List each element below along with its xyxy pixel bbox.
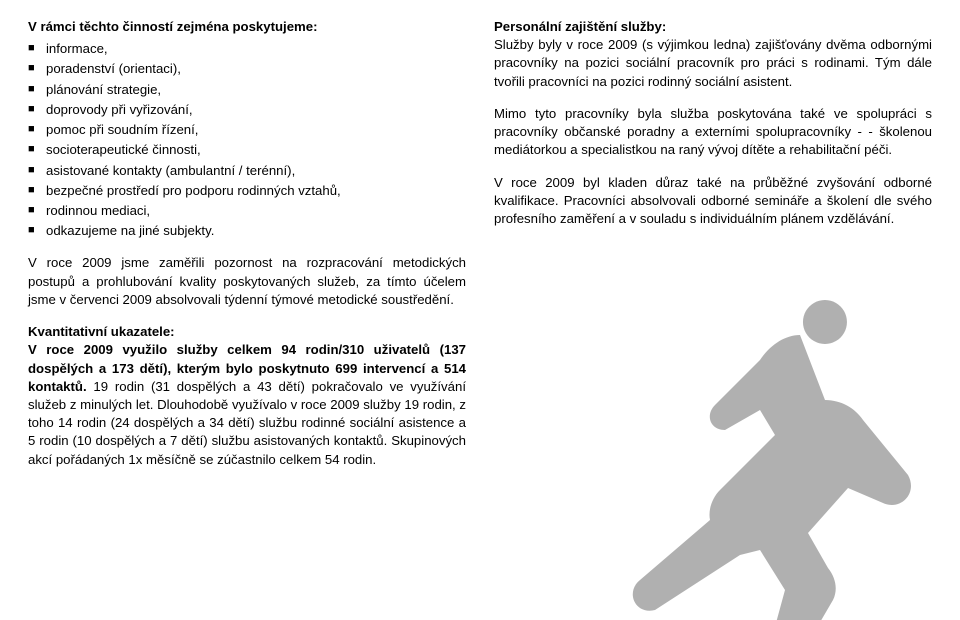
runner-silhouette-icon bbox=[620, 280, 920, 620]
list-item: asistované kontakty (ambulantní / terénn… bbox=[28, 162, 466, 180]
list-item: informace, bbox=[28, 40, 466, 58]
quant-rest: 19 rodin (31 dospělých a 43 dětí) pokrač… bbox=[28, 379, 466, 467]
list-item: doprovody při vyřizování, bbox=[28, 101, 466, 119]
left-column: V rámci těchto činností zejména poskytuj… bbox=[28, 18, 466, 483]
personnel-block: Personální zajištění služby: Služby byly… bbox=[494, 18, 932, 91]
personnel-body: Služby byly v roce 2009 (s výjimkou ledn… bbox=[494, 37, 932, 88]
paragraph-collab: Mimo tyto pracovníky byla služba poskyto… bbox=[494, 105, 932, 160]
paragraph-methodology: V roce 2009 jsme zaměřili pozornost na r… bbox=[28, 254, 466, 309]
list-item: odkazujeme na jiné subjekty. bbox=[28, 222, 466, 240]
list-item: bezpečné prostředí pro podporu rodinných… bbox=[28, 182, 466, 200]
list-item: plánování strategie, bbox=[28, 81, 466, 99]
services-heading: V rámci těchto činností zejména poskytuj… bbox=[28, 18, 466, 36]
personnel-heading: Personální zajištění služby: bbox=[494, 19, 666, 34]
list-item: rodinnou mediaci, bbox=[28, 202, 466, 220]
services-list: informace, poradenství (orientaci), plán… bbox=[28, 40, 466, 240]
quantitative-block: Kvantitativní ukazatele: V roce 2009 vyu… bbox=[28, 323, 466, 469]
list-item: poradenství (orientaci), bbox=[28, 60, 466, 78]
paragraph-training: V roce 2009 byl kladen důraz také na prů… bbox=[494, 174, 932, 229]
list-item: pomoc při soudním řízení, bbox=[28, 121, 466, 139]
list-item: socioterapeutické činnosti, bbox=[28, 141, 466, 159]
quant-heading: Kvantitativní ukazatele: bbox=[28, 324, 175, 339]
